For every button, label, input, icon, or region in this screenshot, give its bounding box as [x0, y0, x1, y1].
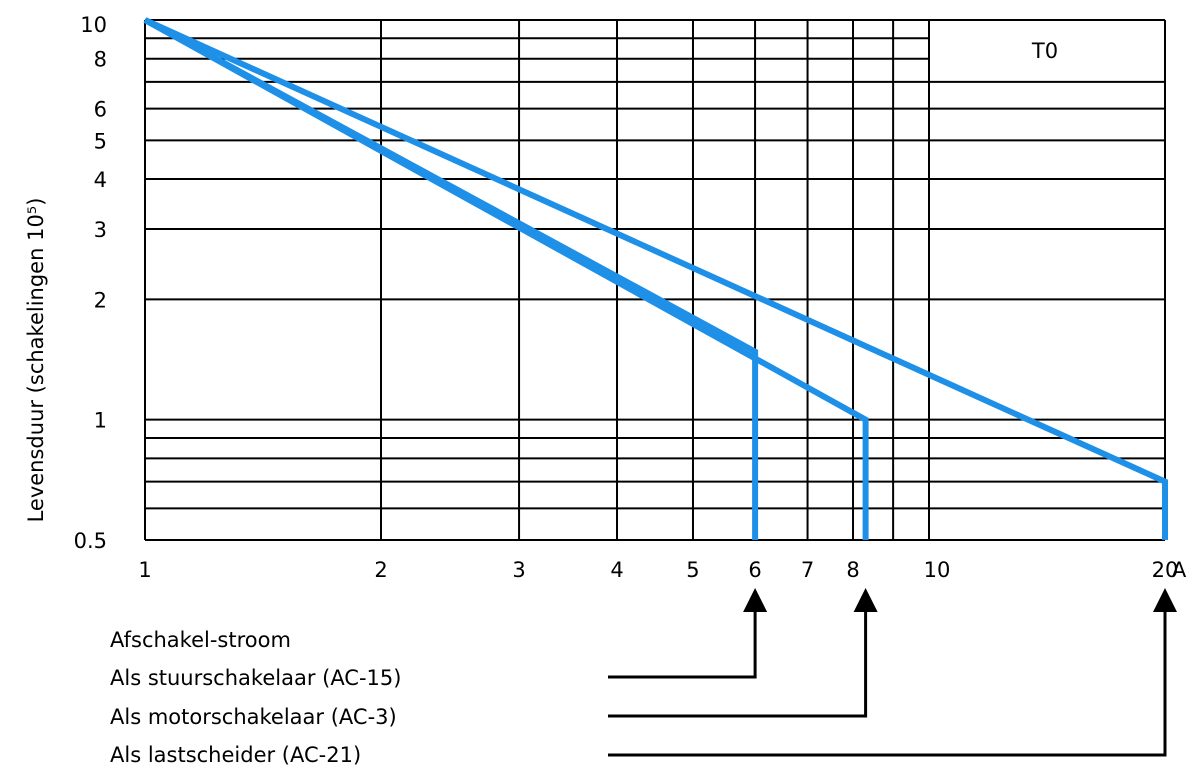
y-tick-label: 6 — [94, 98, 107, 122]
x-tick-label: 10 — [924, 558, 951, 582]
annotation-arrow-2 — [608, 588, 878, 718]
series-line-3 — [143, 17, 1168, 540]
annotation-arrows — [608, 588, 1177, 757]
x-tick-label: 6 — [748, 558, 761, 582]
series-group — [143, 17, 1168, 540]
grid — [144, 19, 1166, 541]
x-tick-label: 3 — [512, 558, 525, 582]
annotation-ac21: Als lastscheider (AC-21) — [110, 743, 362, 767]
annotation-heading: Afschakel-stroom — [110, 628, 291, 652]
y-axis-label: Levensduur (schakelingen 10⁵) — [24, 198, 48, 523]
y-tick-label: 5 — [94, 129, 107, 153]
box-label-group: T0 — [1031, 39, 1058, 63]
y-tick-label: 8 — [94, 48, 107, 72]
x-tick-label: 2 — [374, 558, 387, 582]
x-tick-label: 5 — [686, 558, 699, 582]
annotation-ac3: Als motorschakelaar (AC-3) — [110, 705, 397, 729]
series-line-2 — [143, 17, 869, 540]
y-tick-labels: 0.5 1 2 3 4 5 6 8 10 — [74, 13, 107, 553]
y-tick-label: 2 — [94, 288, 107, 312]
x-tick-labels: 1 2 3 4 5 6 7 8 10 20 — [138, 558, 1178, 582]
annotation-arrow-1 — [608, 588, 768, 679]
y-tick-label: 1 — [94, 409, 107, 433]
x-tick-label: 20 — [1152, 558, 1179, 582]
x-tick-label: 4 — [610, 558, 623, 582]
series-line-1 — [143, 17, 759, 540]
annotation-ac15: Als stuurschakelaar (AC-15) — [110, 666, 402, 690]
x-tick-label: 8 — [846, 558, 859, 582]
box-label: T0 — [1031, 39, 1058, 63]
x-tick-label: 7 — [801, 558, 814, 582]
x-unit-label: A — [1172, 558, 1187, 582]
y-tick-label: 0.5 — [74, 529, 107, 553]
y-tick-label: 10 — [80, 13, 107, 37]
x-tick-label: 1 — [138, 558, 151, 582]
y-tick-label: 4 — [94, 168, 107, 192]
annotation-arrow-3 — [608, 588, 1177, 757]
y-tick-label: 3 — [94, 218, 107, 242]
